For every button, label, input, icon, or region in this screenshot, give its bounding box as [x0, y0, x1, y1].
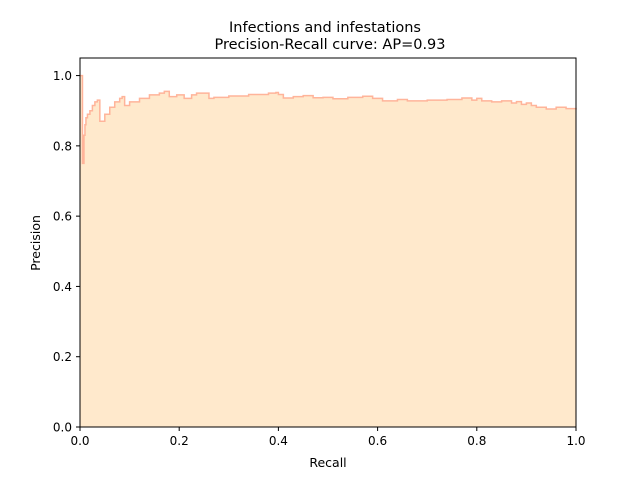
chart-title-line: Infections and infestations — [229, 20, 421, 36]
x-tick-label: 0.4 — [269, 434, 288, 448]
x-axis-label: Recall — [309, 455, 346, 470]
x-tick-label: 0.0 — [70, 434, 89, 448]
y-tick-label: 1.0 — [53, 69, 72, 83]
y-tick-label: 0.6 — [53, 210, 72, 224]
pr-area-fill — [80, 75, 576, 427]
axes-frame — [79, 57, 577, 428]
x-tick-label: 0.8 — [467, 434, 486, 448]
y-axis-label: Precision — [28, 215, 43, 271]
x-tick-label: 1.0 — [566, 434, 585, 448]
y-axis: 0.0 0.2 0.4 0.6 0.8 1.0 — [53, 69, 80, 435]
chart-subtitle-line: Precision-Recall curve: AP=0.93 — [214, 37, 445, 53]
x-tick-label: 0.6 — [368, 434, 387, 448]
y-tick-label: 0.4 — [53, 280, 72, 294]
x-axis: 0.0 0.2 0.4 0.6 0.8 1.0 — [70, 427, 586, 448]
pr-curve-line — [80, 74, 577, 165]
x-tick-label: 0.2 — [170, 434, 189, 448]
y-tick-label: 0.0 — [53, 421, 72, 435]
y-tick-label: 0.2 — [53, 350, 72, 364]
y-tick-label: 0.8 — [53, 139, 72, 153]
plot-area — [80, 74, 577, 427]
chart-title: Infections and infestations Precision-Re… — [214, 20, 445, 53]
